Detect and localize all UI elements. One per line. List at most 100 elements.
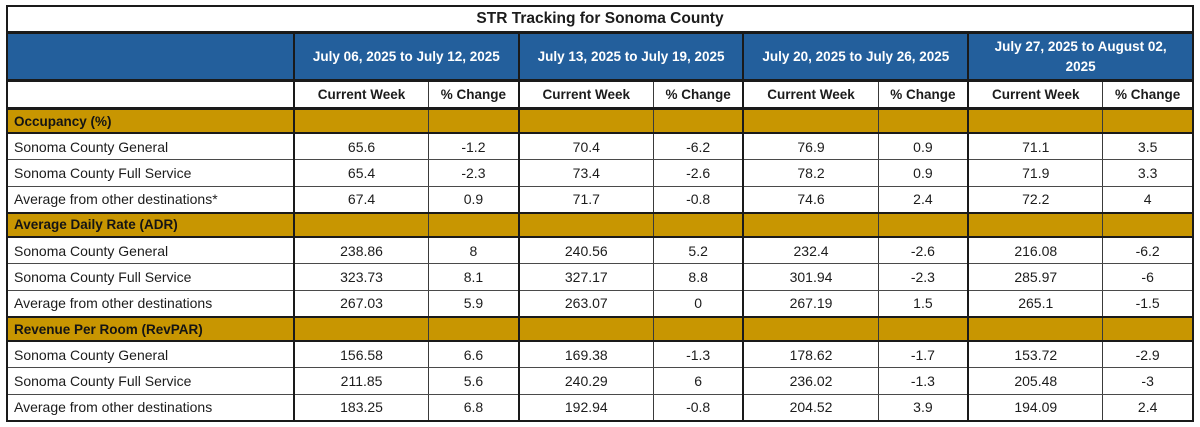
pct-change-value: -1.3 xyxy=(877,367,969,395)
pct-change-value: 8.1 xyxy=(428,263,520,291)
current-week-value: 70.4 xyxy=(517,132,654,161)
week-range-header: July 06, 2025 to July 12, 2025 xyxy=(293,30,520,83)
title-row: STR Tracking for Sonoma County xyxy=(6,5,1194,34)
section-empty-cell xyxy=(293,107,430,135)
section-empty-cell xyxy=(293,315,430,343)
section-empty-cell xyxy=(742,211,879,239)
current-week-value: 216.08 xyxy=(967,236,1104,265)
section-empty-cell xyxy=(293,211,430,239)
current-week-value: 240.56 xyxy=(517,236,654,265)
pct-change-value: 6.6 xyxy=(428,340,520,369)
empty-header-cell xyxy=(6,80,295,111)
pct-change-value: -2.6 xyxy=(652,159,744,187)
current-week-header: Current Week xyxy=(742,80,879,111)
current-week-value: 153.72 xyxy=(967,340,1104,369)
pct-change-value: 0.9 xyxy=(877,132,969,161)
pct-change-value: -1.5 xyxy=(1102,289,1194,318)
pct-change-value: 0.9 xyxy=(428,185,520,214)
table-row: Sonoma County General 238.86 8 240.56 5.2 232… xyxy=(6,236,1194,265)
section-empty-cell xyxy=(652,211,744,239)
pct-change-value: 2.4 xyxy=(1102,393,1194,422)
table-row: Sonoma County General 65.6 -1.2 70.4 -6.2 76.… xyxy=(6,132,1194,161)
current-week-value: 204.52 xyxy=(742,393,879,422)
current-week-value: 71.9 xyxy=(967,159,1104,187)
table-title: STR Tracking for Sonoma County xyxy=(6,5,1194,34)
table-row: Sonoma County Full Service 323.73 8.1 327.1… xyxy=(6,263,1194,291)
row-label: Sonoma County General xyxy=(6,340,295,369)
section-empty-cell xyxy=(742,315,879,343)
current-week-value: 267.19 xyxy=(742,289,879,318)
pct-change-value: 8.8 xyxy=(652,263,744,291)
section-empty-cell xyxy=(517,107,654,135)
pct-change-value: -6.2 xyxy=(1102,236,1194,265)
table-row: Sonoma County General 156.58 6.6 169.38 -1.3… xyxy=(6,340,1194,369)
row-label: Sonoma County Full Service xyxy=(6,263,295,291)
current-week-value: 65.4 xyxy=(293,159,430,187)
pct-change-value: 0.9 xyxy=(877,159,969,187)
current-week-value: 74.6 xyxy=(742,185,879,214)
row-label: Sonoma County General xyxy=(6,132,295,161)
current-week-value: 194.09 xyxy=(967,393,1104,422)
current-week-value: 76.9 xyxy=(742,132,879,161)
pct-change-value: -1.3 xyxy=(652,340,744,369)
current-week-value: 285.97 xyxy=(967,263,1104,291)
corner-cell xyxy=(6,30,295,83)
pct-change-value: 1.5 xyxy=(877,289,969,318)
current-week-value: 211.85 xyxy=(293,367,430,395)
section-empty-cell xyxy=(1102,315,1194,343)
section-empty-cell xyxy=(428,211,520,239)
section-row: Average Daily Rate (ADR) xyxy=(6,211,1194,239)
current-week-value: 192.94 xyxy=(517,393,654,422)
section-empty-cell xyxy=(967,107,1104,135)
pct-change-value: -2.3 xyxy=(428,159,520,187)
table-row: Average from other destinations 267.03 5.9… xyxy=(6,289,1194,318)
section-empty-cell xyxy=(877,315,969,343)
pct-change-value: 4 xyxy=(1102,185,1194,214)
pct-change-value: -3 xyxy=(1102,367,1194,395)
str-tracking-table: STR Tracking for Sonoma County July 06, … xyxy=(6,5,1194,422)
current-week-value: 323.73 xyxy=(293,263,430,291)
current-week-header: Current Week xyxy=(293,80,430,111)
current-week-value: 238.86 xyxy=(293,236,430,265)
row-label: Average from other destinations* xyxy=(6,185,295,214)
table-row: Sonoma County Full Service 65.4 -2.3 73.4 -2… xyxy=(6,159,1194,187)
row-label: Sonoma County General xyxy=(6,236,295,265)
pct-change-header: % Change xyxy=(877,80,969,111)
current-week-value: 240.29 xyxy=(517,367,654,395)
row-label: Sonoma County Full Service xyxy=(6,159,295,187)
pct-change-value: -0.8 xyxy=(652,185,744,214)
current-week-value: 156.58 xyxy=(293,340,430,369)
section-label: Average Daily Rate (ADR) xyxy=(6,211,295,239)
current-week-value: 183.25 xyxy=(293,393,430,422)
section-empty-cell xyxy=(742,107,879,135)
current-week-value: 78.2 xyxy=(742,159,879,187)
pct-change-value: -2.6 xyxy=(877,236,969,265)
row-label: Average from other destinations xyxy=(6,289,295,318)
pct-change-value: -2.3 xyxy=(877,263,969,291)
week-range-header: July 27, 2025 to August 02, 2025 xyxy=(967,30,1194,83)
current-week-value: 178.62 xyxy=(742,340,879,369)
pct-change-value: 3.5 xyxy=(1102,132,1194,161)
current-week-value: 72.2 xyxy=(967,185,1104,214)
current-week-value: 263.07 xyxy=(517,289,654,318)
section-empty-cell xyxy=(967,211,1104,239)
pct-change-value: 5.6 xyxy=(428,367,520,395)
pct-change-value: 3.9 xyxy=(877,393,969,422)
pct-change-value: 5.2 xyxy=(652,236,744,265)
week-header-row: July 06, 2025 to July 12, 2025 July 13, … xyxy=(6,30,1194,83)
section-empty-cell xyxy=(652,315,744,343)
current-week-header: Current Week xyxy=(517,80,654,111)
section-empty-cell xyxy=(428,315,520,343)
current-week-value: 71.7 xyxy=(517,185,654,214)
current-week-value: 205.48 xyxy=(967,367,1104,395)
section-empty-cell xyxy=(877,107,969,135)
current-week-header: Current Week xyxy=(967,80,1104,111)
row-label: Sonoma County Full Service xyxy=(6,367,295,395)
pct-change-value: 8 xyxy=(428,236,520,265)
pct-change-value: -2.9 xyxy=(1102,340,1194,369)
current-week-value: 267.03 xyxy=(293,289,430,318)
pct-change-header: % Change xyxy=(428,80,520,111)
pct-change-header: % Change xyxy=(652,80,744,111)
section-label: Occupancy (%) xyxy=(6,107,295,135)
